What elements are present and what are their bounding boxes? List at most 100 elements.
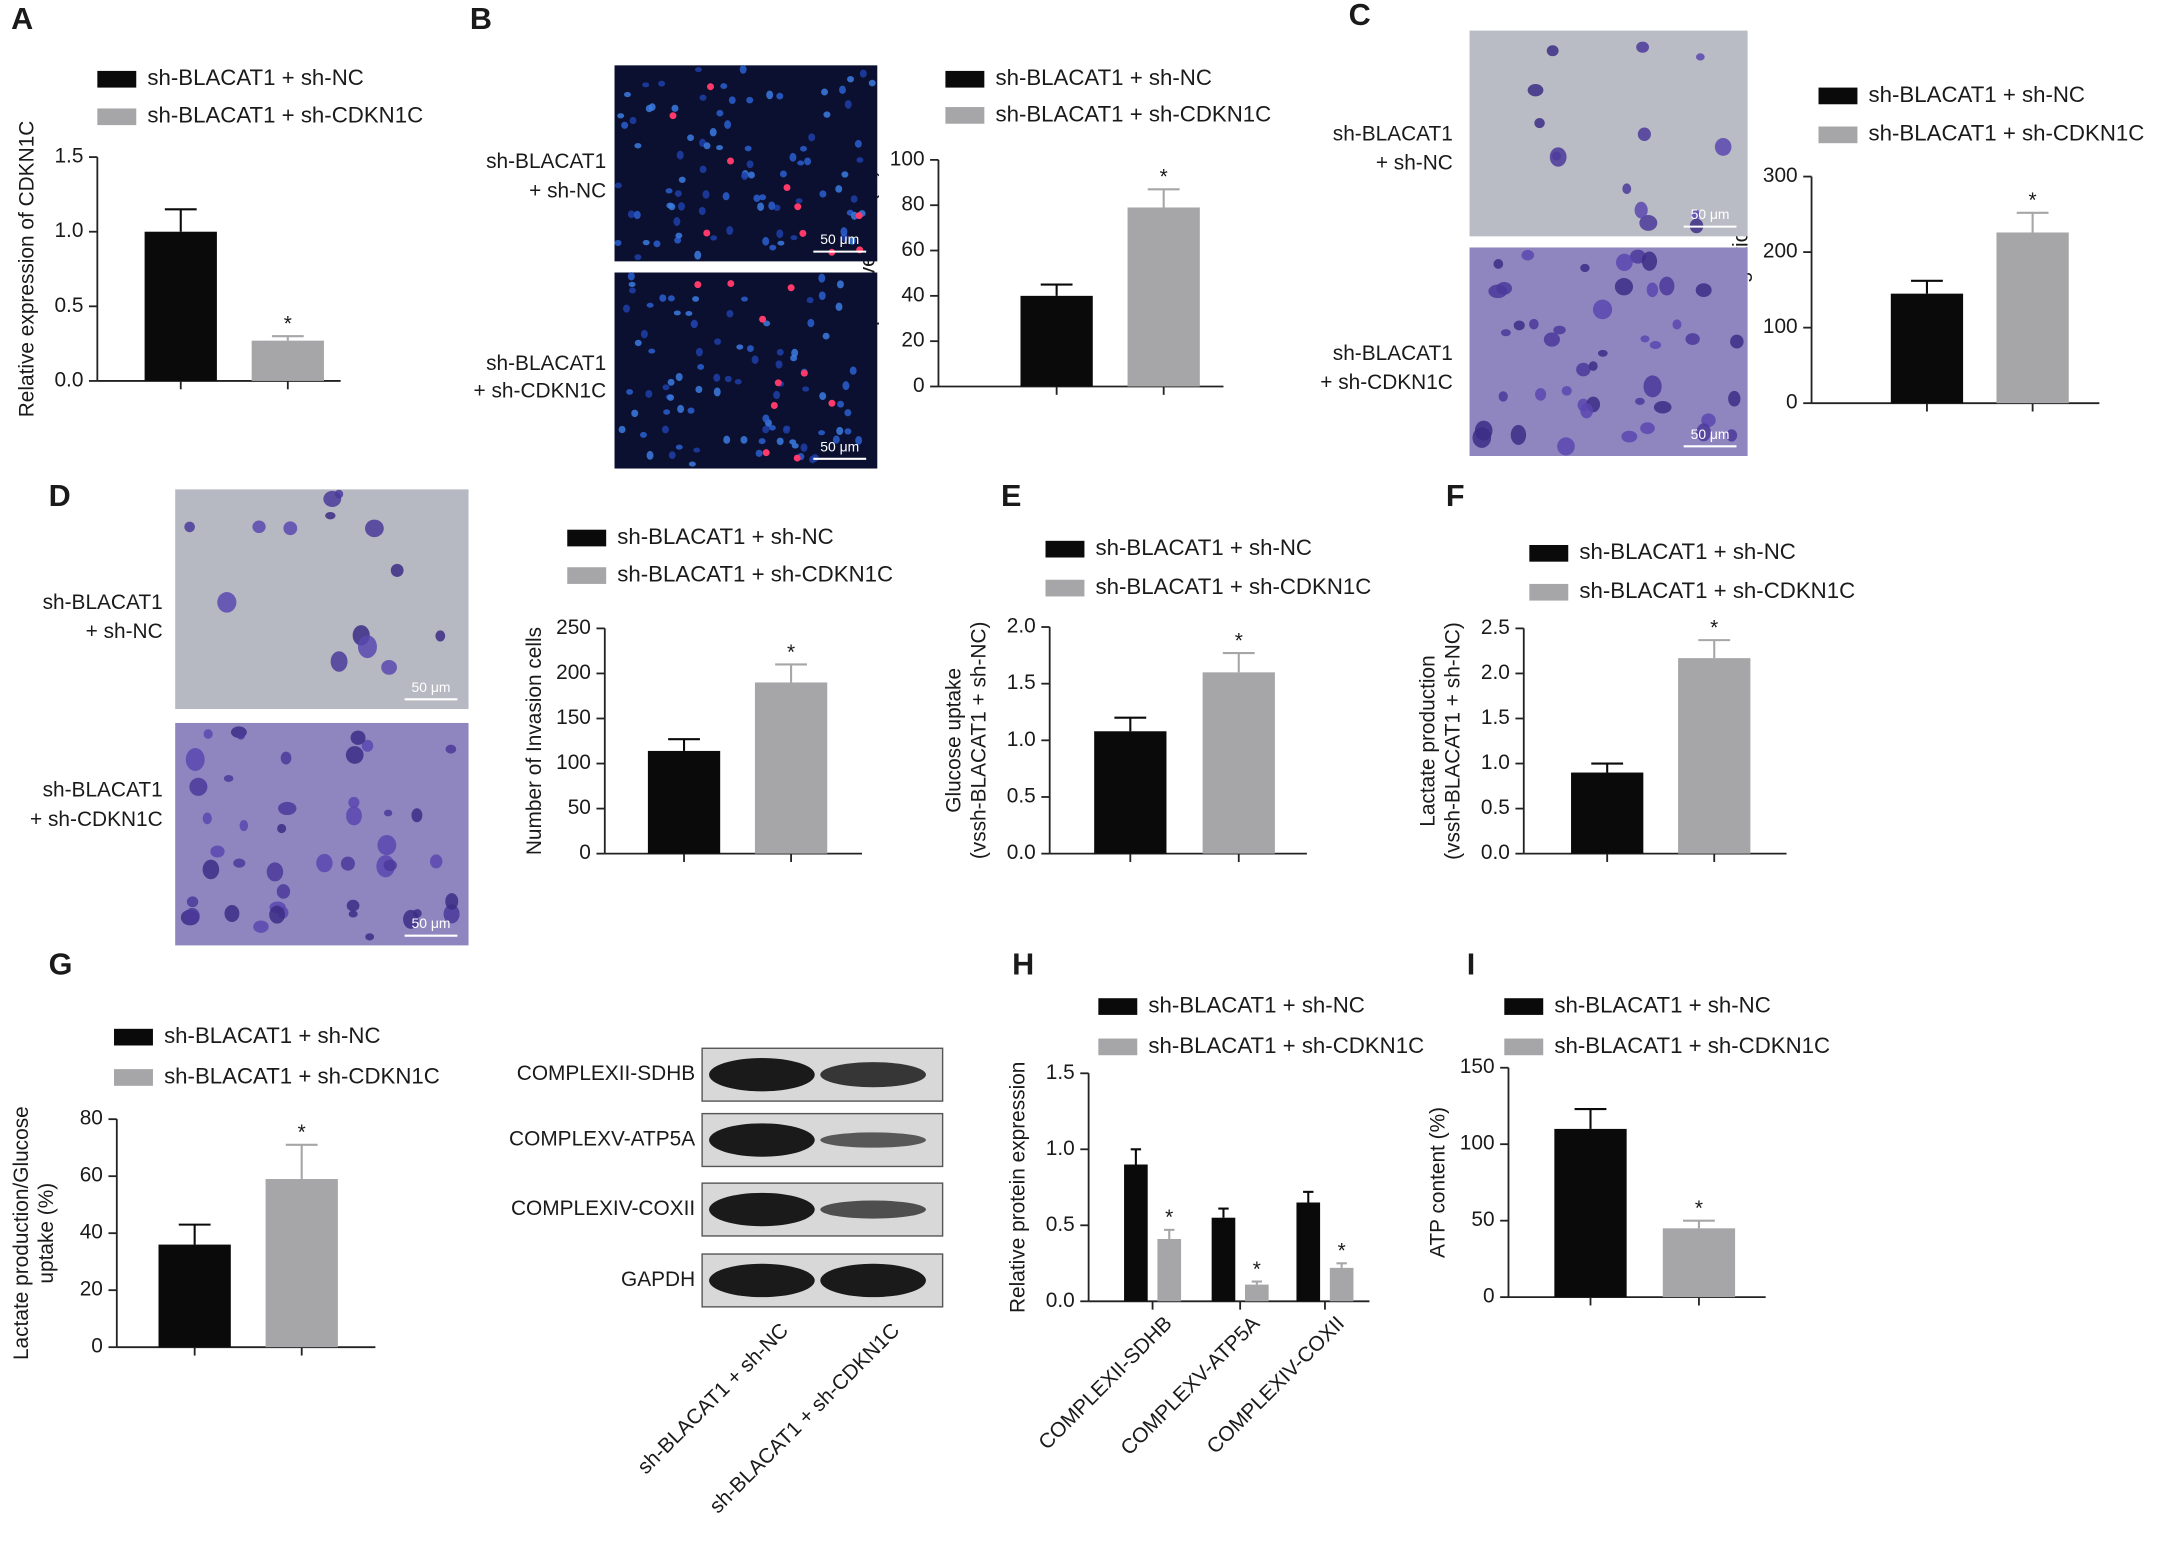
cell <box>626 389 634 395</box>
edu-spot <box>799 229 807 237</box>
bar <box>1329 1267 1354 1302</box>
cell <box>383 809 393 817</box>
cell <box>184 521 195 533</box>
y-tick-label: 20 <box>901 329 924 352</box>
cell <box>769 244 777 251</box>
edu-spot <box>783 184 791 192</box>
cell <box>673 217 681 226</box>
cell <box>859 69 867 78</box>
cell <box>753 194 761 203</box>
cell <box>1614 278 1634 296</box>
cell <box>184 907 200 925</box>
micrograph <box>614 65 878 262</box>
cell <box>687 407 695 414</box>
cell <box>746 96 754 104</box>
row-label: + sh-NC <box>1376 152 1453 175</box>
significance: * <box>787 641 795 664</box>
cell <box>809 455 817 464</box>
cell <box>239 820 249 832</box>
cell <box>848 237 856 245</box>
cell <box>675 444 683 450</box>
cell <box>325 511 336 520</box>
y-tick-label: 0.5 <box>1481 796 1510 819</box>
cell <box>665 188 673 194</box>
cell <box>791 442 799 449</box>
y-tick-label: 0 <box>1786 391 1798 414</box>
edu-spot <box>787 284 795 292</box>
cell <box>802 386 810 392</box>
significance: * <box>298 1121 306 1144</box>
cell <box>740 436 748 444</box>
y-tick-label: 80 <box>80 1107 103 1130</box>
cell <box>623 91 631 98</box>
cell <box>844 428 852 435</box>
cell <box>836 280 844 289</box>
cell <box>403 909 419 929</box>
micrograph <box>1469 247 1748 457</box>
cell <box>623 304 630 313</box>
cell <box>648 348 656 354</box>
cell <box>703 142 711 150</box>
legend-swatch <box>1504 1038 1544 1056</box>
cell <box>677 404 685 413</box>
row-label: + sh-CDKN1C <box>30 808 163 831</box>
cell <box>777 240 785 246</box>
y-axis-label: Lactate production <box>1417 655 1440 827</box>
y-tick-label: 40 <box>80 1221 103 1244</box>
cell <box>1726 429 1738 442</box>
edu-spot <box>828 399 836 407</box>
edu-spot <box>707 83 714 91</box>
cell <box>210 845 225 858</box>
bar <box>1678 658 1751 854</box>
cell <box>1649 341 1662 350</box>
cell <box>668 451 676 459</box>
legend-label: sh-BLACAT1 + sh-CDKN1C <box>1096 574 1372 599</box>
legend-swatch <box>1529 544 1569 562</box>
legend-label: sh-BLACAT1 + sh-CDKN1C <box>1148 1033 1424 1058</box>
cell <box>1635 397 1645 405</box>
cell <box>747 171 755 179</box>
cell <box>653 240 661 248</box>
cell <box>755 449 763 457</box>
legend-label: sh-BLACAT1 + sh-CDKN1C <box>164 1063 440 1088</box>
y-axis-label: Relative expression of CDKN1C <box>15 121 38 418</box>
cell <box>716 109 724 117</box>
legend-swatch <box>97 108 137 126</box>
cell <box>361 739 374 752</box>
cell <box>1637 127 1651 141</box>
cell <box>763 320 771 327</box>
cell <box>1640 335 1650 343</box>
cell <box>1580 403 1594 419</box>
legend-label: sh-BLACAT1 + sh-NC <box>1148 992 1364 1017</box>
significance: * <box>1710 616 1718 639</box>
cell <box>645 104 653 113</box>
y-tick-label: 0 <box>913 374 925 397</box>
scale-bar-label: 50 μm <box>412 679 451 695</box>
cell <box>776 348 784 356</box>
cell <box>411 808 423 823</box>
y-tick-label: 60 <box>80 1164 103 1187</box>
cell <box>823 111 831 118</box>
y-tick-label: 0 <box>91 1335 103 1358</box>
cell <box>724 120 732 129</box>
y-tick-label: 200 <box>556 661 591 684</box>
y-tick-label: 1.5 <box>1046 1061 1075 1084</box>
cell <box>1580 263 1590 273</box>
cell <box>1527 84 1544 97</box>
y-tick-label: 1.0 <box>1007 728 1036 751</box>
cell <box>855 435 863 445</box>
cell <box>617 113 625 119</box>
cell <box>667 378 675 386</box>
cell <box>818 273 826 283</box>
bar <box>1094 731 1167 854</box>
cell <box>1695 283 1712 298</box>
significance: * <box>1338 1240 1346 1263</box>
cell <box>1534 117 1545 129</box>
cell <box>1643 375 1662 398</box>
y-tick-label: 20 <box>80 1278 103 1301</box>
cell <box>819 392 827 400</box>
cell <box>759 194 767 201</box>
cell <box>702 190 710 199</box>
cell <box>642 82 650 88</box>
